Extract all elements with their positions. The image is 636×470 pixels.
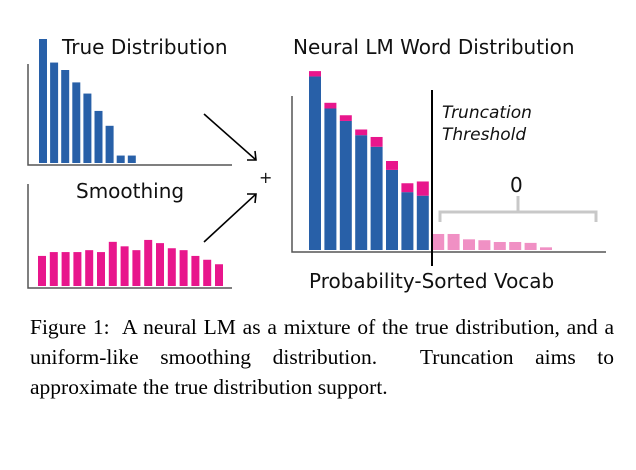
true-distribution-bar <box>61 70 70 163</box>
bracket-value-label: 0 <box>510 173 523 197</box>
zero-bracket <box>438 196 598 222</box>
neural-bar-true-part <box>401 192 414 250</box>
neural-bar-smoothing-part <box>493 241 506 250</box>
neural-bar-smoothing-part <box>309 71 321 77</box>
smoothing-bar <box>38 255 46 286</box>
x-axis-label: Probability-Sorted Vocab <box>309 269 554 293</box>
arrow-down-right <box>203 113 257 161</box>
true-distribution-bar <box>105 125 114 163</box>
smoothing-bar <box>108 241 117 286</box>
neural-bar-smoothing-part <box>355 129 368 136</box>
smoothing-bar <box>215 264 223 286</box>
smoothing-bar <box>120 246 129 286</box>
neural-bar-smoothing-part <box>524 242 537 250</box>
smoothing-bar <box>144 239 153 286</box>
smoothing-bar <box>73 252 82 286</box>
neural-bar-true-part <box>309 76 321 250</box>
smoothing-bar <box>191 255 200 286</box>
true-distribution-bar <box>50 62 59 164</box>
neural-lm-bars <box>309 71 552 251</box>
true-distribution-title: True Distribution <box>61 35 228 59</box>
truncation-label-line2: Threshold <box>442 125 526 145</box>
smoothing-bar <box>179 250 188 286</box>
truncation-label-line1: Truncation <box>442 103 532 123</box>
neural-bar-smoothing-part <box>386 161 398 170</box>
neural-bar-smoothing-part <box>339 115 352 121</box>
smoothing-bar <box>156 243 164 286</box>
neural-bar-true-part <box>416 195 429 250</box>
true-distribution-bar <box>127 155 136 163</box>
figure: True Distribution Smoothing + Neural LM … <box>27 35 606 293</box>
smoothing-bar <box>97 252 105 286</box>
true-distribution-bar <box>83 93 92 163</box>
true-distribution-bar <box>39 39 47 163</box>
figure-caption: Figure 1: A neural LM as a mixture of th… <box>30 315 614 399</box>
true-distribution-axes <box>27 64 232 166</box>
neural-bar-true-part <box>386 169 398 250</box>
true-distribution-bar <box>72 82 81 163</box>
neural-axes <box>291 96 606 253</box>
neural-bar-smoothing-part <box>478 240 491 250</box>
neural-bar-true-part <box>370 146 383 250</box>
neural-bar-true-part <box>324 108 337 251</box>
smoothing-bars <box>38 239 223 286</box>
smoothing-bar <box>203 259 212 286</box>
smoothing-bar <box>167 248 176 286</box>
smoothing-bar <box>49 252 58 286</box>
smoothing-title: Smoothing <box>76 179 184 203</box>
neural-bar-smoothing-part <box>370 136 383 147</box>
neural-bar-smoothing-part <box>432 233 445 250</box>
neural-bar-smoothing-part <box>447 233 460 250</box>
neural-lm-title: Neural LM Word Distribution <box>293 35 575 59</box>
true-distribution-bars <box>39 39 136 164</box>
arrow-up-right <box>203 193 257 243</box>
neural-bar-smoothing-part <box>416 181 429 196</box>
smoothing-bar <box>85 250 94 286</box>
neural-bar-smoothing-part <box>463 239 475 250</box>
smoothing-axes <box>27 184 232 289</box>
neural-bar-smoothing-part <box>540 247 552 250</box>
smoothing-bar <box>132 250 141 286</box>
neural-bar-smoothing-part <box>401 183 414 193</box>
smoothing-bar <box>61 252 70 286</box>
neural-bar-smoothing-part <box>324 102 337 109</box>
neural-bar-true-part <box>339 120 352 250</box>
true-distribution-bar <box>116 155 125 163</box>
neural-bar-smoothing-part <box>509 241 522 250</box>
plus-sign: + <box>259 168 272 187</box>
true-distribution-bar <box>94 110 103 163</box>
neural-bar-true-part <box>355 135 368 250</box>
